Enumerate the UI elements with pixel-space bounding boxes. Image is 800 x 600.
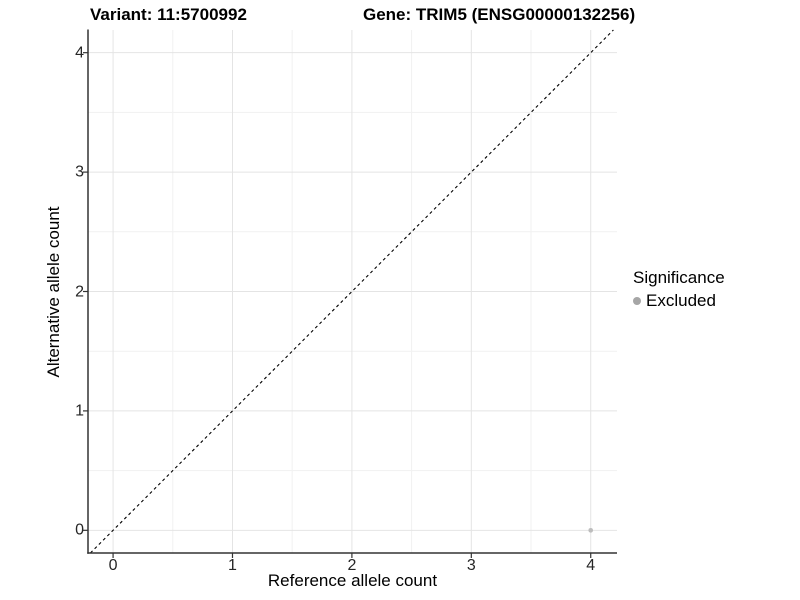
y-axis-title: Alternative allele count [44,206,63,378]
legend-key-dot-icon [633,297,641,305]
y-tick-label: 1 [75,402,84,420]
y-tick-label: 3 [75,163,84,181]
legend-label: Excluded [646,291,716,310]
y-tick-label: 2 [75,283,84,300]
x-tick-label: 1 [228,557,237,574]
plot-canvas [83,29,617,558]
y-tick-label: 0 [75,521,84,539]
x-tick-label: 0 [108,557,118,574]
legend-title: Significance [633,268,725,287]
plot-title-gene: Gene: TRIM5 (ENSG00000132256) [363,5,636,24]
x-axis-title: Reference allele count [267,571,438,590]
y-tick-label: 4 [75,44,84,62]
plot-title-variant: Variant: 11:5700992 [90,5,247,24]
x-tick-label: 4 [586,557,596,574]
x-tick-label: 3 [466,557,476,574]
legend-item: Excluded [633,291,725,311]
x-tick-label: 2 [347,557,357,574]
plot-panel [83,29,617,558]
legend: Significance Excluded [633,267,725,311]
legend-items: Excluded [633,291,725,311]
data-point [588,528,594,533]
